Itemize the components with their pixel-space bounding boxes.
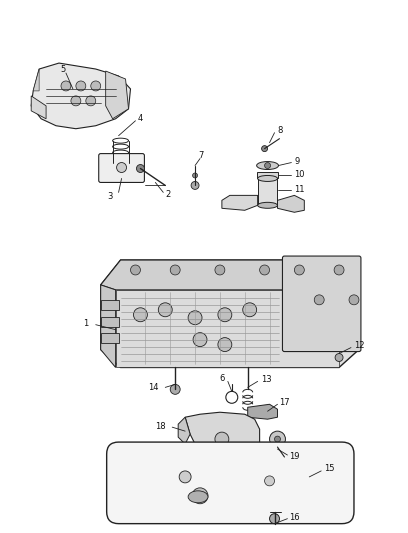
Text: 1: 1 xyxy=(84,319,89,328)
Circle shape xyxy=(117,163,126,173)
Polygon shape xyxy=(222,196,257,211)
Circle shape xyxy=(314,295,324,305)
Text: 7: 7 xyxy=(198,151,204,160)
Circle shape xyxy=(218,337,232,352)
Text: 8: 8 xyxy=(277,126,283,135)
Text: 9: 9 xyxy=(295,157,299,166)
Circle shape xyxy=(179,471,191,483)
Circle shape xyxy=(192,488,208,504)
Ellipse shape xyxy=(257,203,277,208)
Text: 17: 17 xyxy=(279,398,290,407)
Polygon shape xyxy=(185,412,259,449)
Text: 4: 4 xyxy=(137,114,143,123)
Text: 13: 13 xyxy=(261,375,271,384)
Circle shape xyxy=(61,81,71,91)
Text: 16: 16 xyxy=(289,513,300,522)
Circle shape xyxy=(275,436,280,442)
Circle shape xyxy=(71,96,81,106)
Circle shape xyxy=(215,265,225,275)
Circle shape xyxy=(91,81,101,91)
Polygon shape xyxy=(31,63,131,129)
Polygon shape xyxy=(31,96,46,119)
Polygon shape xyxy=(101,260,359,290)
Polygon shape xyxy=(33,69,39,91)
FancyBboxPatch shape xyxy=(282,256,361,352)
Circle shape xyxy=(191,181,199,189)
Circle shape xyxy=(193,333,207,346)
Ellipse shape xyxy=(257,161,279,169)
FancyBboxPatch shape xyxy=(99,154,144,182)
Circle shape xyxy=(243,303,257,317)
Circle shape xyxy=(136,165,144,173)
Circle shape xyxy=(218,308,232,322)
Circle shape xyxy=(170,384,180,394)
Text: 15: 15 xyxy=(324,464,335,473)
Polygon shape xyxy=(248,404,277,419)
Circle shape xyxy=(264,476,275,486)
Circle shape xyxy=(349,295,359,305)
Ellipse shape xyxy=(257,175,277,181)
Circle shape xyxy=(158,303,172,317)
Text: 11: 11 xyxy=(295,185,305,194)
Text: 12: 12 xyxy=(354,341,364,350)
Text: 6: 6 xyxy=(220,374,225,383)
Circle shape xyxy=(188,311,202,325)
Text: 5: 5 xyxy=(60,64,66,74)
Text: 18: 18 xyxy=(155,422,165,431)
Circle shape xyxy=(262,146,268,151)
Polygon shape xyxy=(257,179,277,205)
Polygon shape xyxy=(277,196,304,212)
Bar xyxy=(115,290,339,367)
Circle shape xyxy=(270,514,279,523)
Text: 10: 10 xyxy=(295,170,305,179)
Circle shape xyxy=(335,353,343,361)
Circle shape xyxy=(131,265,140,275)
Circle shape xyxy=(86,96,96,106)
Text: 3: 3 xyxy=(107,192,113,201)
Ellipse shape xyxy=(188,491,208,503)
Text: 2: 2 xyxy=(165,190,171,199)
Bar xyxy=(101,317,119,327)
Text: 14: 14 xyxy=(148,383,158,392)
Polygon shape xyxy=(106,71,129,119)
Bar xyxy=(101,300,119,310)
Circle shape xyxy=(133,308,147,322)
Polygon shape xyxy=(178,417,190,444)
Bar xyxy=(101,333,119,343)
Circle shape xyxy=(215,432,229,446)
Circle shape xyxy=(259,265,270,275)
Circle shape xyxy=(264,163,271,168)
Circle shape xyxy=(295,265,304,275)
Polygon shape xyxy=(101,260,359,367)
Circle shape xyxy=(193,173,197,178)
Circle shape xyxy=(270,431,286,447)
Circle shape xyxy=(76,81,86,91)
Text: 19: 19 xyxy=(289,451,300,461)
FancyBboxPatch shape xyxy=(106,442,354,523)
Circle shape xyxy=(170,265,180,275)
Bar xyxy=(257,173,279,179)
Circle shape xyxy=(334,265,344,275)
Polygon shape xyxy=(101,285,115,367)
